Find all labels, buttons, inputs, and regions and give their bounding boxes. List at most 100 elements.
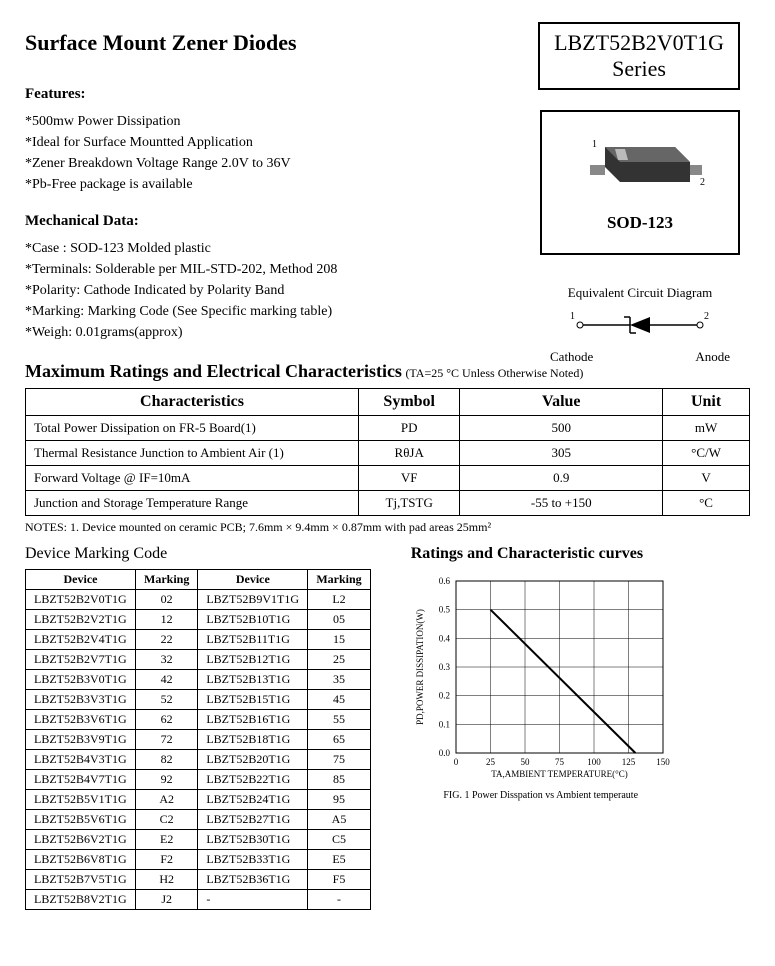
table-cell: LBZT52B36T1G xyxy=(198,870,308,890)
table-cell: Junction and Storage Temperature Range xyxy=(26,491,359,516)
table-cell: 85 xyxy=(308,770,370,790)
table-row: LBZT52B3V0T1G42LBZT52B13T1G35 xyxy=(26,670,371,690)
table-cell: PD xyxy=(359,416,460,441)
table-cell: Thermal Resistance Junction to Ambient A… xyxy=(26,441,359,466)
table-cell: 35 xyxy=(308,670,370,690)
table-cell: E2 xyxy=(136,830,198,850)
notes-text: NOTES: 1. Device mounted on ceramic PCB;… xyxy=(25,520,750,535)
table-cell: - xyxy=(308,890,370,910)
svg-text:0: 0 xyxy=(453,757,458,767)
table-cell: A2 xyxy=(136,790,198,810)
anode-label: Anode xyxy=(695,349,730,365)
table-cell: LBZT52B4V3T1G xyxy=(26,750,136,770)
table-cell: LBZT52B2V2T1G xyxy=(26,610,136,630)
table-cell: 45 xyxy=(308,690,370,710)
table-cell: - xyxy=(198,890,308,910)
table-row: LBZT52B3V9T1G72LBZT52B18T1G65 xyxy=(26,730,371,750)
table-row: LBZT52B8V2T1GJ2-- xyxy=(26,890,371,910)
table-cell: LBZT52B10T1G xyxy=(198,610,308,630)
marking-header-row: DeviceMarkingDeviceMarking xyxy=(26,570,371,590)
table-cell: LBZT52B4V7T1G xyxy=(26,770,136,790)
table-cell: LBZT52B7V5T1G xyxy=(26,870,136,890)
table-cell: LBZT52B11T1G xyxy=(198,630,308,650)
char-body: Total Power Dissipation on FR-5 Board(1)… xyxy=(26,416,750,516)
table-row: LBZT52B4V3T1G82LBZT52B20T1G75 xyxy=(26,750,371,770)
table-cell: LBZT52B30T1G xyxy=(198,830,308,850)
table-cell: F5 xyxy=(308,870,370,890)
table-cell: LBZT52B13T1G xyxy=(198,670,308,690)
marking-header: Marking xyxy=(308,570,370,590)
char-header-row: CharacteristicsSymbolValueUnit xyxy=(26,389,750,416)
marking-heading: Device Marking Code xyxy=(25,545,371,563)
table-cell: 65 xyxy=(308,730,370,750)
table-cell: LBZT52B2V4T1G xyxy=(26,630,136,650)
marking-header: Marking xyxy=(136,570,198,590)
table-cell: E5 xyxy=(308,850,370,870)
svg-text:2: 2 xyxy=(700,177,705,188)
table-cell: 02 xyxy=(136,590,198,610)
table-cell: A5 xyxy=(308,810,370,830)
table-row: LBZT52B3V6T1G62LBZT52B16T1G55 xyxy=(26,710,371,730)
table-cell: LBZT52B3V9T1G xyxy=(26,730,136,750)
table-cell: LBZT52B9V1T1G xyxy=(198,590,308,610)
table-cell: L2 xyxy=(308,590,370,610)
table-row: LBZT52B7V5T1GH2LBZT52B36T1GF5 xyxy=(26,870,371,890)
table-cell: LBZT52B6V2T1G xyxy=(26,830,136,850)
table-row: LBZT52B3V3T1G52LBZT52B15T1G45 xyxy=(26,690,371,710)
table-cell: LBZT52B22T1G xyxy=(198,770,308,790)
svg-text:50: 50 xyxy=(520,757,530,767)
series-line-2: Series xyxy=(554,56,724,82)
char-header: Symbol xyxy=(359,389,460,416)
table-row: LBZT52B4V7T1G92LBZT52B22T1G85 xyxy=(26,770,371,790)
table-cell: 55 xyxy=(308,710,370,730)
table-cell: 500 xyxy=(460,416,663,441)
table-cell: LBZT52B3V0T1G xyxy=(26,670,136,690)
svg-text:0.5: 0.5 xyxy=(438,605,450,615)
table-row: LBZT52B6V2T1GE2LBZT52B30T1GC5 xyxy=(26,830,371,850)
table-row: Forward Voltage @ IF=10mAVF0.9V xyxy=(26,466,750,491)
table-cell: LBZT52B2V7T1G xyxy=(26,650,136,670)
series-box: LBZT52B2V0T1G Series xyxy=(538,22,740,90)
table-cell: 305 xyxy=(460,441,663,466)
table-cell: Total Power Dissipation on FR-5 Board(1) xyxy=(26,416,359,441)
table-cell: LBZT52B24T1G xyxy=(198,790,308,810)
power-derating-chart: 02550751001251500.00.10.20.30.40.50.6TA,… xyxy=(411,573,671,783)
table-row: LBZT52B5V1T1GA2LBZT52B24T1G95 xyxy=(26,790,371,810)
table-cell: LBZT52B33T1G xyxy=(198,850,308,870)
table-cell: LBZT52B12T1G xyxy=(198,650,308,670)
characteristics-table: CharacteristicsSymbolValueUnit Total Pow… xyxy=(25,388,750,516)
table-cell: °C xyxy=(663,491,750,516)
svg-text:PD,POWER DISSIPATION(W): PD,POWER DISSIPATION(W) xyxy=(415,609,425,725)
table-cell: LBZT52B2V0T1G xyxy=(26,590,136,610)
table-cell: LBZT52B27T1G xyxy=(198,810,308,830)
marking-table: DeviceMarkingDeviceMarking LBZT52B2V0T1G… xyxy=(25,569,371,910)
marking-body: LBZT52B2V0T1G02LBZT52B9V1T1GL2 LBZT52B2V2… xyxy=(26,590,371,910)
table-cell: 32 xyxy=(136,650,198,670)
table-cell: 0.9 xyxy=(460,466,663,491)
svg-text:75: 75 xyxy=(555,757,565,767)
ratings-heading: Ratings and Characteristic curves xyxy=(411,545,671,563)
svg-text:0.2: 0.2 xyxy=(438,691,449,701)
table-cell: H2 xyxy=(136,870,198,890)
zener-symbol-icon: 1 2 xyxy=(550,305,730,345)
svg-text:TA,AMBIENT TEMPERATURE(°C): TA,AMBIENT TEMPERATURE(°C) xyxy=(491,769,628,779)
table-row: LBZT52B6V8T1GF2LBZT52B33T1GE5 xyxy=(26,850,371,870)
table-cell: F2 xyxy=(136,850,198,870)
table-cell: LBZT52B16T1G xyxy=(198,710,308,730)
svg-text:0.3: 0.3 xyxy=(438,662,450,672)
sod123-icon: 1 2 xyxy=(570,122,710,207)
table-cell: LBZT52B6V8T1G xyxy=(26,850,136,870)
svg-text:0.1: 0.1 xyxy=(438,719,449,729)
table-row: LBZT52B2V7T1G32LBZT52B12T1G25 xyxy=(26,650,371,670)
char-header: Characteristics xyxy=(26,389,359,416)
table-cell: RθJA xyxy=(359,441,460,466)
marking-header: Device xyxy=(26,570,136,590)
table-cell: °C/W xyxy=(663,441,750,466)
svg-text:0.4: 0.4 xyxy=(438,633,450,643)
table-row: Total Power Dissipation on FR-5 Board(1)… xyxy=(26,416,750,441)
table-cell: 05 xyxy=(308,610,370,630)
table-cell: 82 xyxy=(136,750,198,770)
table-row: LBZT52B2V4T1G22LBZT52B11T1G15 xyxy=(26,630,371,650)
table-cell: LBZT52B3V6T1G xyxy=(26,710,136,730)
table-row: Thermal Resistance Junction to Ambient A… xyxy=(26,441,750,466)
